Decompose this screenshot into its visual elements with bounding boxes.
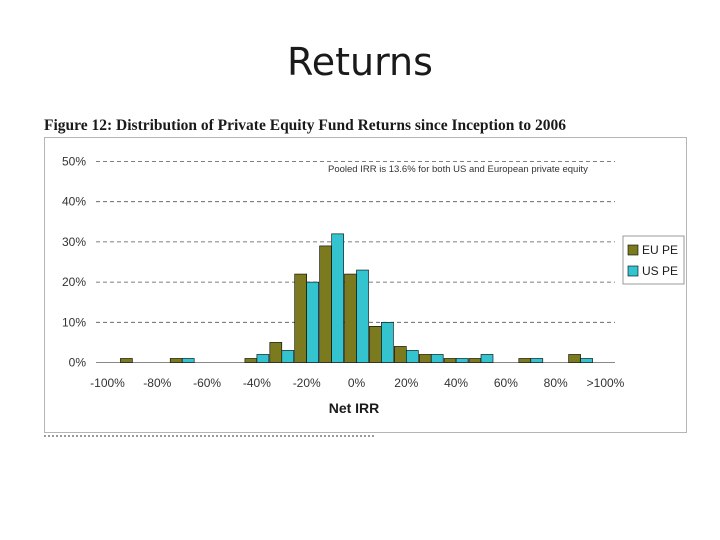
bar-us-pe (356, 269, 369, 363)
source-footnote (44, 435, 374, 441)
x-axis-label: Net IRR (329, 400, 380, 416)
histogram-chart: 0% 10% 20% 30% 40% 50% -100% -80% -60% -40% -20% 0… (62, 155, 685, 416)
bar-eu-pe (443, 358, 457, 363)
bar-eu-pe (169, 358, 183, 363)
y-tick-label: 40% (62, 195, 86, 209)
x-tick-label: 80% (544, 376, 568, 390)
figure-caption: Figure 12: Distribution of Private Equit… (44, 117, 566, 134)
y-tick-label: 0% (69, 356, 87, 370)
y-tick-label: 20% (62, 275, 86, 289)
y-tick-labels: 0% 10% 20% 30% 40% 50% (62, 155, 86, 370)
bar-us-pe (281, 350, 295, 363)
bar-eu-pe (269, 342, 283, 363)
x-tick-label: -100% (90, 376, 125, 390)
bar-eu-pe (120, 358, 133, 363)
bar-us-pe (381, 322, 394, 363)
x-tick-label: 40% (444, 376, 468, 390)
slide-title: Returns (287, 40, 433, 84)
bar-us-pe (580, 358, 593, 363)
legend-swatch-us-pe (627, 265, 639, 277)
bar-us-pe (256, 354, 270, 363)
bar-eu-pe (369, 326, 382, 363)
bar-us-pe (405, 350, 419, 363)
bar-us-pe (430, 354, 444, 363)
bar-eu-pe (518, 358, 532, 363)
x-tick-label: -80% (143, 376, 171, 390)
legend: EU PE US PE (622, 235, 685, 285)
bar-us-pe (455, 358, 469, 363)
y-tick-label: 10% (62, 315, 86, 329)
bar-us-pe (530, 358, 544, 363)
bar-eu-pe (244, 358, 258, 363)
x-tick-label: 0% (348, 376, 366, 390)
bar-eu-pe (344, 273, 357, 363)
x-tick-label: >100% (587, 376, 625, 390)
x-tick-label: -40% (243, 376, 271, 390)
bar-eu-pe (418, 354, 432, 363)
bar-eu-pe (319, 245, 332, 363)
bar-us-pe (480, 354, 494, 363)
bar-eu-pe (294, 273, 307, 363)
x-tick-label: 20% (394, 376, 418, 390)
legend-swatch-eu-pe (627, 244, 639, 256)
x-tick-label: -60% (193, 376, 221, 390)
bar-us-pe (181, 358, 195, 363)
y-tick-label: 50% (62, 155, 86, 169)
chart-frame: 0% 10% 20% 30% 40% 50% -100% -80% -60% -40% -20% 0… (44, 137, 687, 433)
bars (120, 233, 593, 363)
bar-eu-pe (568, 354, 581, 363)
bar-eu-pe (468, 358, 482, 363)
pooled-irr-annotation: Pooled IRR is 13.6% for both US and Euro… (328, 164, 588, 175)
bar-us-pe (306, 281, 320, 363)
y-tick-label: 30% (62, 235, 86, 249)
x-tick-label: -20% (293, 376, 321, 390)
legend-label-us-pe: US PE (642, 264, 678, 278)
x-tick-labels: -100% -80% -60% -40% -20% 0% 20% 40% 60% 80% >100% (90, 376, 625, 390)
legend-label-eu-pe: EU PE (642, 243, 678, 257)
x-tick-label: 60% (494, 376, 518, 390)
bar-us-pe (331, 233, 344, 363)
bar-eu-pe (393, 346, 407, 363)
